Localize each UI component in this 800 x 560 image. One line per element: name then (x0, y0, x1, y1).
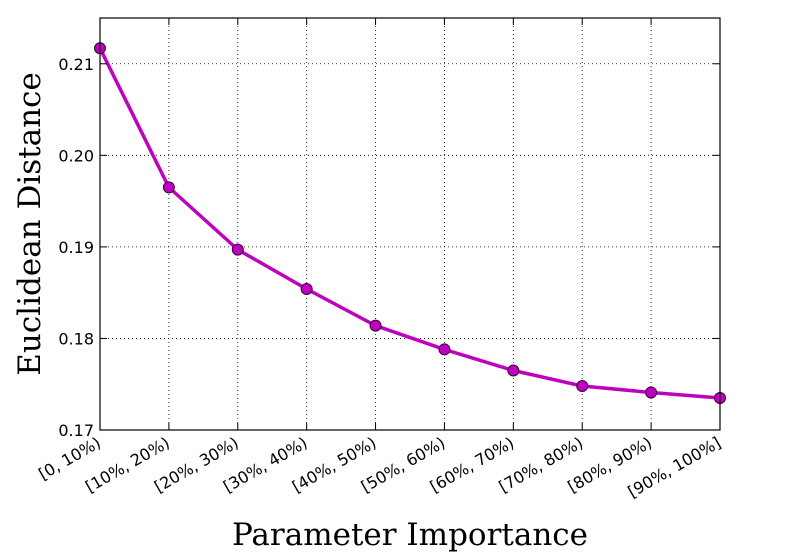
data-point (231, 243, 244, 256)
axis-ticks: [0, 10%)[10%, 20%)[20%, 30%)[30%, 40%)[4… (35, 18, 724, 501)
data-point (369, 319, 382, 332)
data-point (507, 364, 520, 377)
y-tick-label: 0.18 (58, 329, 94, 348)
x-axis-title: Parameter Importance (232, 517, 588, 553)
data-point (645, 386, 658, 399)
data-point (300, 283, 313, 296)
plot-frame (99, 17, 721, 431)
series-group (94, 42, 726, 404)
y-axis-title: Euclidean Distance (12, 72, 48, 376)
data-point (162, 181, 175, 194)
y-tick-label: 0.19 (58, 238, 94, 257)
y-tick-label: 0.17 (58, 421, 94, 440)
y-tick-label: 0.20 (58, 146, 94, 165)
data-point (438, 343, 451, 356)
series-line (98, 47, 721, 400)
data-point (576, 380, 589, 393)
y-tick-label: 0.21 (58, 55, 94, 74)
grid-lines (100, 18, 720, 430)
